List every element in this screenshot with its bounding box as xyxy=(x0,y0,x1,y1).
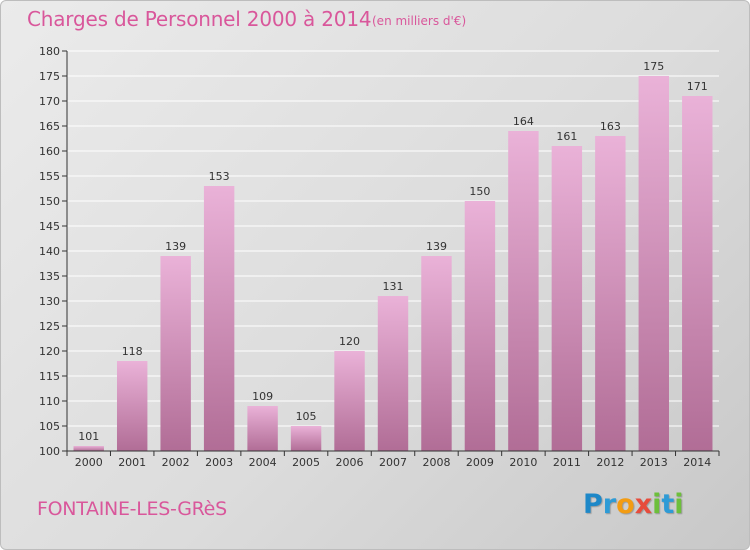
proxiti-logo: Proxiti xyxy=(583,489,684,520)
chart-subtitle: (en milliers d'€) xyxy=(372,14,467,28)
y-tick-label: 170 xyxy=(39,95,60,108)
logo-letter: o xyxy=(616,489,635,520)
bar xyxy=(682,96,713,451)
y-tick-label: 150 xyxy=(39,195,60,208)
x-tick-label: 2009 xyxy=(466,456,494,469)
y-tick-label: 115 xyxy=(39,370,60,383)
x-tick-label: 2003 xyxy=(205,456,233,469)
bar-value-label: 131 xyxy=(383,280,404,293)
location-name: FONTAINE-LES-GRèS xyxy=(37,498,227,520)
x-tick-label: 2006 xyxy=(336,456,364,469)
bar-value-label: 139 xyxy=(426,240,447,253)
y-tick-label: 100 xyxy=(39,445,60,458)
bar-value-label: 139 xyxy=(165,240,186,253)
y-tick-label: 160 xyxy=(39,145,60,158)
bar-value-label: 150 xyxy=(469,185,490,198)
bar xyxy=(551,146,583,451)
y-tick-label: 180 xyxy=(39,45,60,58)
y-tick-label: 130 xyxy=(39,295,60,308)
y-tick-label: 135 xyxy=(39,270,60,283)
x-tick-label: 2002 xyxy=(162,456,190,469)
y-tick-label: 125 xyxy=(39,320,60,333)
logo-letter: i xyxy=(652,489,662,520)
bar-value-label: 105 xyxy=(296,410,317,423)
bar xyxy=(73,446,104,451)
bar xyxy=(160,256,191,451)
bar-value-label: 118 xyxy=(122,345,143,358)
labels: 100 105 110 115 120 125 130 135 140 145 150 155 160 1… xyxy=(39,45,711,469)
bar xyxy=(116,361,148,451)
x-tick-label: 2005 xyxy=(292,456,320,469)
bar xyxy=(421,256,452,451)
axes xyxy=(62,50,720,456)
logo-letter: t xyxy=(661,489,675,520)
y-tick-label: 145 xyxy=(39,220,60,233)
y-tick-label: 105 xyxy=(39,420,60,433)
bar-value-label: 164 xyxy=(513,115,534,128)
bars xyxy=(73,76,713,451)
y-tick-label: 140 xyxy=(39,245,60,258)
x-tick-label: 2008 xyxy=(422,456,450,469)
bar-value-label: 109 xyxy=(252,390,273,403)
bar xyxy=(377,296,409,451)
x-tick-label: 2011 xyxy=(553,456,581,469)
y-tick-label: 110 xyxy=(39,395,60,408)
bar-value-label: 153 xyxy=(209,170,230,183)
x-tick-label: 2010 xyxy=(509,456,537,469)
y-tick-label: 155 xyxy=(39,170,60,183)
x-tick-label: 2013 xyxy=(640,456,668,469)
bar xyxy=(464,201,496,451)
x-tick-label: 2014 xyxy=(683,456,711,469)
bar xyxy=(334,351,365,451)
logo-letter: i xyxy=(674,489,684,520)
logo-letter: x xyxy=(634,489,653,520)
bar-value-label: 171 xyxy=(687,80,708,93)
bar-value-label: 163 xyxy=(600,120,621,133)
y-tick-label: 165 xyxy=(39,120,60,133)
bar xyxy=(595,136,626,451)
bar xyxy=(247,406,278,451)
bar xyxy=(638,76,670,451)
x-tick-label: 2012 xyxy=(596,456,624,469)
bar-value-label: 175 xyxy=(643,60,664,73)
y-tick-label: 175 xyxy=(39,70,60,83)
x-tick-label: 2007 xyxy=(379,456,407,469)
logo-letter: P xyxy=(583,489,603,520)
bar-value-label: 101 xyxy=(78,430,99,443)
bar xyxy=(508,131,539,451)
chart-title: Charges de Personnel 2000 à 2014 xyxy=(27,7,372,31)
bar xyxy=(203,186,235,451)
bar xyxy=(290,426,322,451)
x-tick-label: 2001 xyxy=(118,456,146,469)
bar-value-label: 161 xyxy=(556,130,577,143)
x-tick-label: 2004 xyxy=(249,456,277,469)
logo-letter: r xyxy=(602,489,617,520)
bar-value-label: 120 xyxy=(339,335,360,348)
y-tick-label: 120 xyxy=(39,345,60,358)
x-tick-label: 2000 xyxy=(75,456,103,469)
